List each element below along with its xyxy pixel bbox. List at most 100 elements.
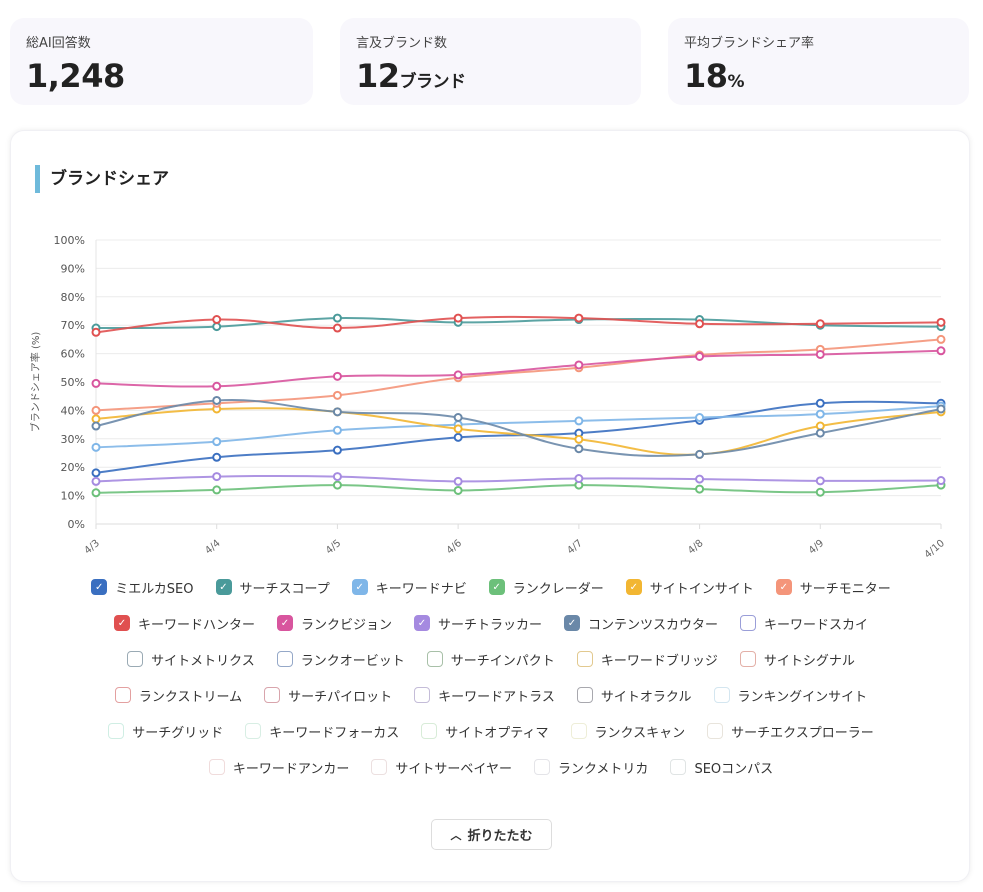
legend-item[interactable]: ✓ サーチスコープ	[215, 577, 330, 597]
data-point	[91, 476, 101, 486]
checkbox-unchecked-icon[interactable]	[371, 759, 388, 775]
checkbox-unchecked-icon[interactable]	[739, 651, 756, 667]
checkbox-unchecked-icon[interactable]	[127, 651, 144, 667]
legend-item[interactable]: サイトメトリクス	[127, 649, 255, 669]
checkbox-unchecked-icon[interactable]	[264, 687, 281, 703]
checkbox-unchecked-icon[interactable]	[426, 651, 443, 667]
legend-item[interactable]: ランクオービット	[276, 649, 405, 669]
stat-value: 18%	[684, 57, 745, 95]
legend-item[interactable]: キーワードアトラス	[414, 685, 555, 705]
legend-item[interactable]: ✓ ランクレーダー	[488, 577, 604, 597]
series-line	[95, 338, 942, 412]
data-point	[91, 442, 101, 452]
legend-item[interactable]: サーチエクスプローラー	[707, 721, 874, 741]
data-point	[212, 452, 222, 462]
y-tick-label: 0%	[68, 518, 85, 531]
legend-item[interactable]: ✓ キーワードナビ	[351, 577, 467, 597]
legend-item[interactable]: ✓ ランクビジョン	[276, 613, 392, 633]
data-point	[574, 434, 584, 444]
data-point	[453, 413, 463, 422]
legend-item[interactable]: サイトサーベイヤー	[371, 757, 512, 777]
checkbox-unchecked-icon[interactable]	[114, 687, 131, 703]
legend-label: ランクストリーム	[138, 689, 243, 705]
data-point	[936, 334, 946, 344]
legend-item[interactable]: キーワードフォーカス	[245, 721, 399, 741]
legend-item[interactable]: ✓ キーワードハンター	[113, 613, 255, 633]
checkbox-unchecked-icon[interactable]	[707, 723, 724, 739]
checkbox-checked-icon[interactable]: ✓	[215, 579, 232, 595]
legend-item[interactable]: ランクストリーム	[114, 685, 243, 705]
checkbox-checked-icon[interactable]: ✓	[488, 579, 505, 595]
legend-item[interactable]: サイトオラクル	[576, 685, 692, 705]
legend-item[interactable]: サーチインパクト	[426, 649, 555, 669]
legend-item[interactable]: サイトオプティマ	[421, 721, 549, 741]
legend-item[interactable]: ランクスキャン	[570, 721, 685, 741]
data-point	[332, 371, 342, 381]
checkbox-unchecked-icon[interactable]	[713, 687, 730, 703]
data-point	[91, 405, 101, 415]
legend-item[interactable]: ✓ サーチトラッカー	[413, 613, 542, 633]
series-line	[95, 484, 942, 494]
legend-label: キーワードブリッジ	[600, 653, 718, 669]
legend-item[interactable]: サイトシグナル	[739, 649, 855, 669]
legend-item[interactable]: ✓ コンテンツスカウター	[564, 613, 718, 633]
stat-card-total-answers: 総AI回答数 1,248	[10, 18, 313, 105]
checkbox-unchecked-icon[interactable]	[108, 723, 125, 739]
legend-item[interactable]: ✓ サイトインサイト	[625, 577, 754, 597]
checkbox-unchecked-icon[interactable]	[533, 759, 550, 775]
checkbox-unchecked-icon[interactable]	[276, 651, 293, 667]
y-tick-label: 30%	[61, 433, 85, 446]
data-point	[332, 323, 342, 333]
legend-item[interactable]: ✓ サーチモニター	[775, 577, 891, 597]
data-point	[936, 346, 946, 356]
checkbox-checked-icon[interactable]: ✓	[91, 579, 108, 595]
checkbox-unchecked-icon[interactable]	[740, 615, 757, 631]
data-point	[815, 398, 825, 408]
checkbox-checked-icon[interactable]: ✓	[564, 615, 580, 631]
x-tick-label: 4/7	[565, 538, 584, 557]
data-point	[815, 487, 825, 497]
data-point	[212, 315, 222, 325]
legend-label: サイトインサイト	[649, 581, 754, 597]
legend-item[interactable]: キーワードアンカー	[208, 757, 349, 777]
series-line	[95, 399, 942, 457]
checkbox-checked-icon[interactable]: ✓	[276, 615, 293, 631]
legend-item[interactable]: キーワードブリッジ	[576, 649, 718, 669]
legend-label: ランクメトリカ	[557, 761, 649, 777]
legend-item[interactable]: ✓ ミエルカSEO	[91, 577, 194, 597]
legend-label: サーチモニター	[799, 581, 891, 597]
data-point	[574, 474, 584, 484]
legend-item[interactable]: サーチグリッド	[108, 721, 223, 741]
legend-item[interactable]: ランキングインサイト	[713, 685, 867, 705]
checkbox-unchecked-icon[interactable]	[570, 723, 587, 739]
checkbox-unchecked-icon[interactable]	[245, 723, 262, 739]
data-point	[815, 421, 825, 431]
legend-item[interactable]: SEOコンパス	[670, 757, 773, 777]
stat-card-brand-count: 言及ブランド数 12ブランド	[340, 18, 641, 105]
checkbox-checked-icon[interactable]: ✓	[113, 615, 130, 631]
y-tick-label: 60%	[61, 348, 85, 361]
legend-item[interactable]: ランクメトリカ	[533, 757, 649, 777]
checkbox-unchecked-icon[interactable]	[421, 723, 438, 739]
checkbox-unchecked-icon[interactable]	[576, 651, 593, 667]
legend-item[interactable]: サーチパイロット	[264, 685, 392, 705]
checkbox-checked-icon[interactable]: ✓	[413, 615, 430, 631]
y-tick-label: 20%	[61, 461, 85, 474]
checkbox-checked-icon[interactable]: ✓	[351, 579, 368, 595]
legend-label: キーワードフォーカス	[269, 725, 400, 741]
checkbox-unchecked-icon[interactable]	[670, 759, 687, 775]
data-point	[574, 444, 584, 454]
legend-label: サイトシグナル	[763, 653, 855, 669]
checkbox-checked-icon[interactable]: ✓	[775, 579, 792, 595]
legend-item[interactable]: キーワードスカイ	[740, 613, 868, 633]
checkbox-checked-icon[interactable]: ✓	[625, 579, 642, 595]
data-point	[453, 476, 463, 486]
checkbox-unchecked-icon[interactable]	[414, 687, 431, 703]
checkbox-unchecked-icon[interactable]	[576, 687, 593, 703]
data-point	[574, 360, 584, 370]
checkbox-unchecked-icon[interactable]	[208, 759, 225, 775]
data-point	[815, 428, 825, 438]
collapse-button[interactable]: ︿ 折りたたむ	[431, 819, 552, 850]
chevron-up-icon: ︿	[450, 828, 462, 842]
collapse-label: 折りたたむ	[467, 829, 533, 844]
